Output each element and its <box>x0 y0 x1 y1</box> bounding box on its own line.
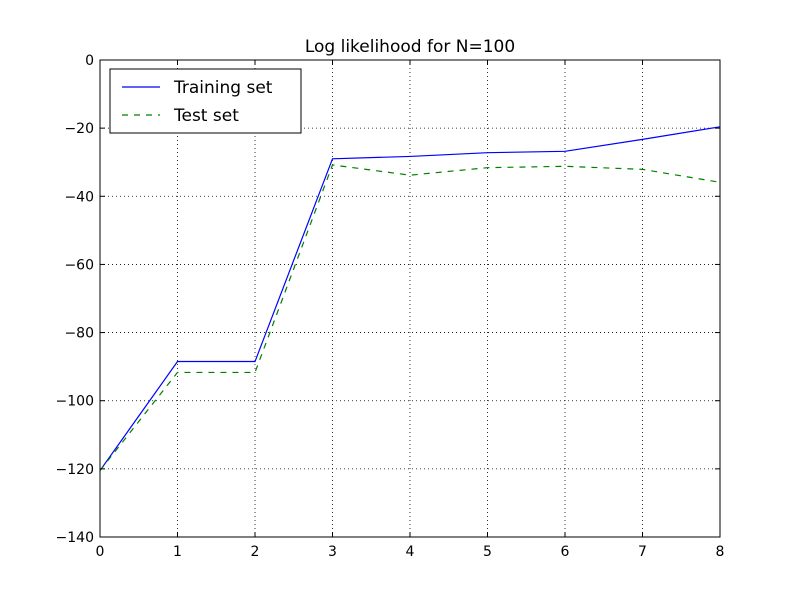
y-tick-label: −60 <box>64 257 94 273</box>
legend-box <box>109 68 302 134</box>
y-tick-label: −120 <box>56 462 94 478</box>
x-tick-label: 6 <box>561 544 570 560</box>
y-tick-label: −100 <box>56 394 94 410</box>
y-axis: 0 −20 −40 −60 −80 −100 −120 −140 <box>56 53 94 546</box>
y-tick-label: −80 <box>64 326 94 342</box>
series-line-test-set <box>99 164 721 471</box>
x-tick-label: 4 <box>406 544 415 560</box>
y-tick-label: 0 <box>85 53 94 69</box>
legend-label: Training set <box>173 78 273 98</box>
legend: Training set Test set <box>109 68 302 134</box>
x-axis: 0 1 2 3 4 5 6 7 8 <box>96 544 725 560</box>
x-tick-label: 7 <box>638 544 647 560</box>
y-tick-label: −140 <box>56 530 94 546</box>
axis-ticks <box>99 59 721 538</box>
y-tick-label: −40 <box>64 189 94 205</box>
x-tick-label: 5 <box>483 544 492 560</box>
x-tick-label: 8 <box>716 544 725 560</box>
x-tick-label: 0 <box>96 544 105 560</box>
legend-label: Test set <box>173 106 239 126</box>
x-tick-label: 3 <box>328 544 337 560</box>
x-tick-label: 2 <box>251 544 260 560</box>
x-tick-label: 1 <box>173 544 182 560</box>
grid <box>100 60 720 537</box>
y-tick-label: −20 <box>64 121 94 137</box>
chart-title: Log likelihood for N=100 <box>305 37 515 57</box>
series-lines <box>99 126 721 471</box>
series-line-training-set <box>99 126 721 471</box>
